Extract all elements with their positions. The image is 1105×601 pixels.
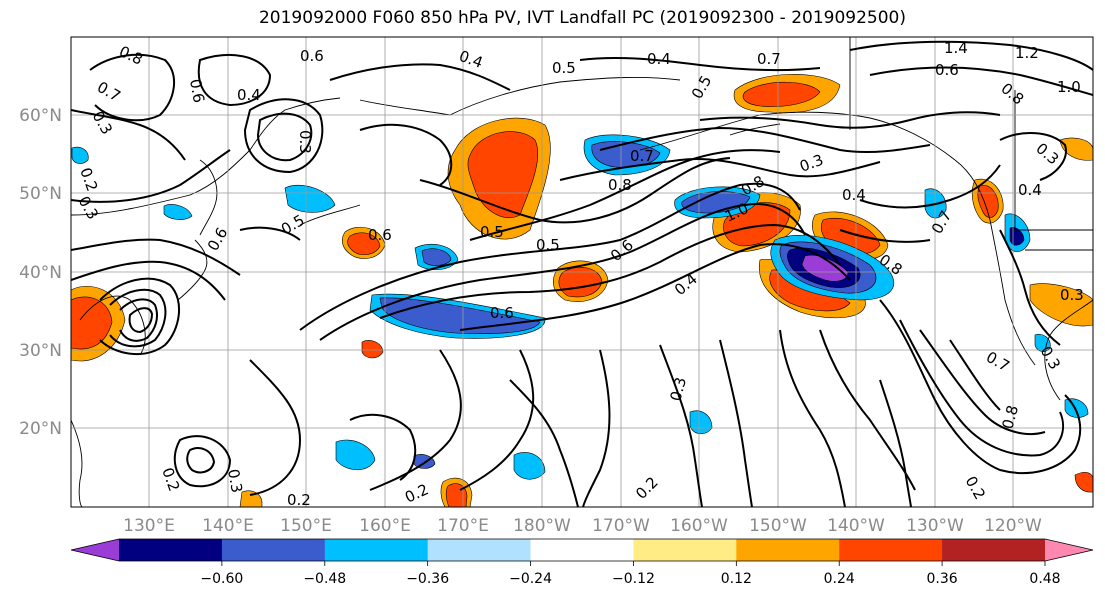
negative-anomaly — [801, 254, 849, 282]
contour-label: 0.6 — [490, 304, 514, 322]
positive-anomaly — [1074, 471, 1093, 493]
lat-label: 30°N — [19, 341, 62, 361]
contour-label: 0.8 — [608, 176, 632, 194]
colorbar-tick-label: 0.36 — [927, 571, 958, 587]
negative-anomaly — [71, 146, 89, 164]
contour-label: 0.4 — [1018, 181, 1042, 199]
lon-label: 160°W — [670, 516, 728, 536]
colorbar-cell — [324, 539, 429, 561]
colorbar-ticks: −0.60 −0.48 −0.36 −0.24 −0.12 0.12 0.24 0.36 0.4… — [200, 561, 1061, 587]
colorbar-tick-label: −0.36 — [406, 571, 449, 587]
colorbar-tick-label: 0.24 — [824, 571, 855, 587]
contour-label: 0.8 — [998, 403, 1022, 431]
contour-label: 0.3 — [666, 375, 690, 403]
colorbar-cell — [942, 539, 1046, 561]
shaded-anomalies — [71, 74, 1093, 507]
colorbar-tick-label: −0.24 — [509, 571, 552, 587]
negative-anomaly — [335, 439, 376, 471]
contour-label: 0.4 — [842, 186, 866, 204]
contour-label: 1.2 — [1015, 44, 1039, 62]
colorbar-extend-high — [1045, 539, 1093, 561]
lon-label: 150°E — [280, 516, 332, 536]
contour-label: 0.3 — [1060, 286, 1084, 304]
positive-anomaly — [239, 490, 263, 507]
colorbar-outline — [70, 538, 1094, 562]
negative-anomaly — [513, 452, 546, 480]
map-title: 2019092000 F060 850 hPa PV, IVT Landfall… — [258, 8, 906, 28]
lon-labels: 130°E 140°E 150°E 160°E 170°E 180°W 170°… — [123, 516, 1042, 536]
colorbar-tick-label: −0.48 — [303, 571, 346, 587]
lon-label: 160°E — [359, 516, 411, 536]
contour-label: 0.2 — [287, 491, 311, 509]
contour-lines — [71, 40, 1093, 507]
negative-anomaly — [1009, 227, 1025, 246]
lon-label: 180°W — [513, 516, 571, 536]
negative-anomaly — [421, 248, 452, 266]
colorbar-tick-label: 0.12 — [721, 571, 752, 587]
lon-label: 170°W — [592, 516, 650, 536]
positive-anomaly — [361, 340, 384, 359]
colorbar-cell — [736, 539, 840, 561]
map-frame — [70, 36, 1094, 508]
colorbar-tick-label: −0.60 — [200, 571, 243, 587]
lon-label: 140°W — [827, 516, 885, 536]
lat-labels: 60°N 50°N 40°N 30°N 20°N — [19, 106, 62, 439]
colorbar-extend-low — [71, 539, 119, 561]
contour-label: 1.4 — [944, 39, 968, 57]
lat-label: 20°N — [19, 419, 62, 439]
positive-anomaly — [1029, 283, 1093, 327]
lon-label: 120°W — [984, 516, 1042, 536]
lon-label: 170°E — [437, 516, 489, 536]
lon-label: 140°E — [202, 516, 254, 536]
negative-anomaly — [163, 204, 193, 220]
contour-label: 0.6 — [368, 226, 392, 244]
colorbar-cell — [427, 539, 532, 561]
contour-label: 0.5 — [552, 59, 576, 77]
positive-anomaly — [742, 81, 821, 107]
lat-label: 60°N — [19, 106, 62, 126]
contour-label: 0.4 — [647, 50, 671, 68]
colorbar-tick-label: −0.12 — [612, 571, 655, 587]
negative-anomaly — [1034, 333, 1051, 352]
contour-label: 0.3 — [296, 130, 314, 154]
lon-label: 130°W — [906, 516, 964, 536]
colorbar-cell — [119, 539, 223, 561]
positive-anomaly — [467, 131, 539, 218]
colorbar-cells — [70, 538, 1094, 562]
contour-label: 0.4 — [237, 86, 261, 104]
lon-label: 130°E — [123, 516, 175, 536]
positive-anomaly — [347, 232, 381, 255]
contour-label: 0.3 — [224, 468, 246, 495]
negative-anomaly — [284, 184, 336, 213]
contour-label: 1.0 — [1057, 78, 1081, 96]
colorbar-tick-label: 0.48 — [1029, 571, 1060, 587]
contour-label: 0.5 — [480, 223, 504, 241]
lat-label: 50°N — [19, 184, 62, 204]
contour-label: 0.7 — [757, 50, 781, 68]
positive-anomaly — [71, 296, 113, 350]
colorbar-cell — [633, 539, 737, 561]
contour-label: 0.6 — [186, 78, 208, 105]
contour-label: 0.7 — [630, 147, 654, 165]
colorbar-cell — [839, 539, 943, 561]
colorbar: −0.60 −0.48 −0.36 −0.24 −0.12 0.12 0.24 0.36 0.4… — [70, 538, 1094, 587]
contour-label: 0.6 — [935, 61, 959, 79]
contour-label: 0.6 — [300, 47, 324, 65]
lon-label: 150°W — [749, 516, 807, 536]
lat-label: 40°N — [19, 263, 62, 283]
colorbar-cell — [221, 539, 326, 561]
map-panel: 0.6 0.4 0.5 0.4 0.7 1.4 1.2 0.6 0.8 1.0 … — [71, 37, 1093, 509]
colorbar-cell — [530, 539, 634, 561]
contour-label: 0.5 — [536, 236, 560, 254]
negative-anomaly — [1064, 398, 1089, 418]
